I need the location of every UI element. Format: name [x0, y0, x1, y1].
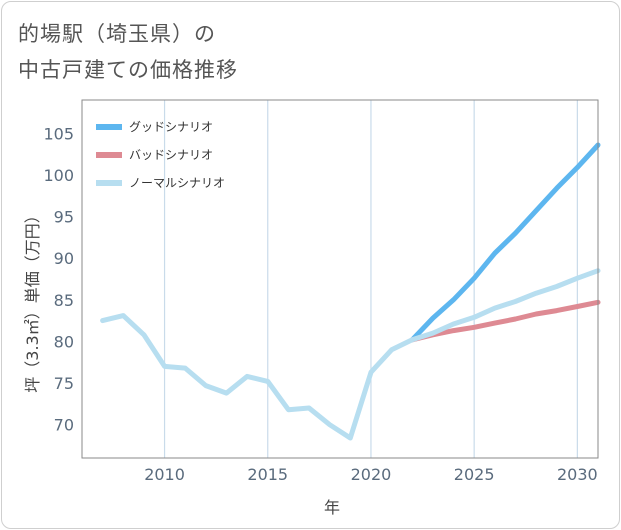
x-tick-label-2020: 2020 — [351, 465, 392, 484]
y-axis-title: 坪（3.3㎡）単価（万円） — [23, 207, 42, 392]
grid — [163, 100, 578, 458]
legend-label-1: バッドシナリオ — [129, 148, 213, 162]
x-tick-label-2015: 2015 — [247, 465, 288, 484]
x-tick-label-2010: 2010 — [144, 465, 185, 484]
y-tick-label-90: 90 — [54, 249, 74, 268]
plot-border — [81, 99, 599, 459]
y-tick-label-85: 85 — [54, 291, 74, 310]
series-lines — [100, 142, 601, 441]
x-axis-title: 年 — [324, 498, 340, 517]
legend-label-2: ノーマルシナリオ — [129, 176, 225, 190]
x-tick-label-2030: 2030 — [557, 465, 598, 484]
chart-title: 的場駅（埼玉県）の 中古戸建ての価格推移 — [18, 16, 238, 88]
y-tick-label-95: 95 — [54, 208, 74, 227]
x-tick-label-2025: 2025 — [454, 465, 495, 484]
series-line-1 — [409, 299, 601, 343]
chart-title-line2: 中古戸建ての価格推移 — [18, 58, 238, 82]
chart-title-line1: 的場駅（埼玉県）の — [18, 22, 216, 46]
plot-frame — [81, 99, 599, 459]
tick-labels: 70 75 80 85 90 95 100 105 2010 2015 2020 2025 2030 — [43, 124, 597, 484]
y-tick-label-105: 105 — [43, 124, 74, 143]
y-tick-label-80: 80 — [54, 332, 74, 351]
y-tick-label-100: 100 — [43, 166, 74, 185]
y-tick-label-70: 70 — [54, 416, 74, 435]
series-line-2 — [100, 268, 601, 441]
series-line-0 — [409, 142, 601, 343]
y-tick-label-75: 75 — [54, 374, 74, 393]
legend-label-0: グッドシナリオ — [129, 120, 213, 134]
